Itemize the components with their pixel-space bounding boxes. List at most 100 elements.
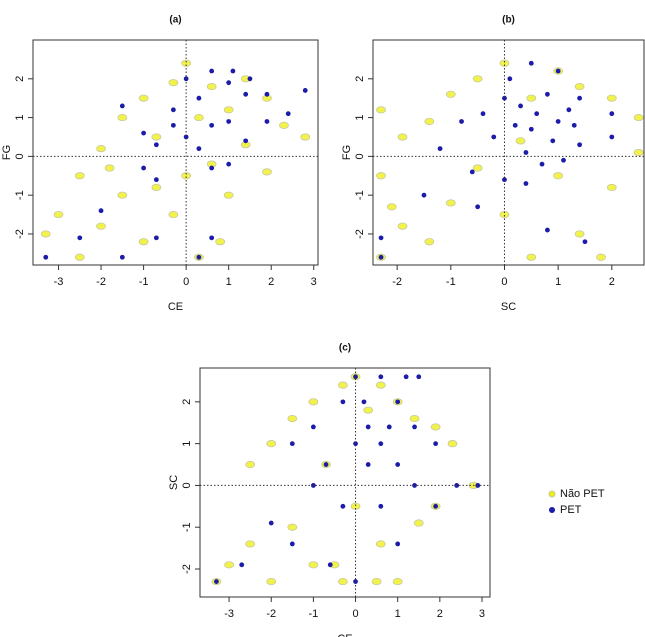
x-tick-label: 2 <box>609 276 615 288</box>
point <box>53 210 64 219</box>
point <box>534 111 540 117</box>
y-tick-label: 0 <box>354 153 366 159</box>
point <box>375 540 386 548</box>
point <box>196 146 202 152</box>
point <box>561 157 566 163</box>
y-axis-label: SC <box>168 475 180 490</box>
x-axis-label: CE <box>337 633 352 637</box>
point <box>302 88 308 93</box>
point <box>151 183 162 192</box>
point <box>555 119 561 124</box>
x-axis-label: SC <box>501 301 516 313</box>
point <box>507 76 513 82</box>
x-tick-label: -3 <box>54 276 64 288</box>
point <box>226 119 232 124</box>
point <box>323 462 329 467</box>
point <box>392 577 403 586</box>
point <box>226 80 232 86</box>
point <box>363 406 374 414</box>
point <box>424 117 435 126</box>
point <box>266 577 277 586</box>
point <box>96 222 106 230</box>
point <box>209 165 215 171</box>
point <box>214 579 219 584</box>
point <box>526 94 537 102</box>
point <box>119 254 125 260</box>
x-tick-label: -1 <box>308 608 318 620</box>
point <box>430 423 441 431</box>
point <box>553 172 564 180</box>
point <box>243 91 249 97</box>
point <box>502 95 507 101</box>
point <box>308 561 319 569</box>
point <box>378 254 384 260</box>
point <box>96 145 106 153</box>
point <box>475 204 481 210</box>
point <box>170 122 176 128</box>
point <box>223 106 234 114</box>
point <box>168 79 179 87</box>
point <box>74 253 85 261</box>
x-tick-label: 1 <box>395 608 401 620</box>
point <box>566 107 572 113</box>
x-tick-label: 0 <box>352 608 358 620</box>
point <box>289 441 295 447</box>
point <box>499 59 510 67</box>
plot-frame <box>372 39 645 266</box>
point <box>577 142 583 148</box>
point <box>43 254 49 260</box>
point <box>168 210 179 219</box>
chart-title: (c) <box>339 343 351 354</box>
y-tick-label: -2 <box>354 229 366 239</box>
point <box>403 374 409 380</box>
point <box>153 142 159 148</box>
y-tick-label: 1 <box>14 115 26 121</box>
x-tick-label: -1 <box>446 276 456 288</box>
x-tick-label: 1 <box>226 276 232 288</box>
point <box>196 95 202 101</box>
point <box>606 183 617 192</box>
point <box>239 562 245 568</box>
point <box>606 94 617 102</box>
point <box>550 138 556 144</box>
y-tick-label: 0 <box>181 482 193 488</box>
point <box>181 59 192 67</box>
point <box>247 76 253 82</box>
point <box>421 192 427 198</box>
point <box>209 122 215 128</box>
point <box>433 441 439 447</box>
point <box>523 150 529 155</box>
point <box>371 577 382 586</box>
point <box>245 460 256 469</box>
point <box>571 122 577 128</box>
point <box>397 133 408 141</box>
point <box>153 235 159 241</box>
point <box>378 235 384 241</box>
point <box>141 130 146 136</box>
point <box>409 414 420 423</box>
point <box>209 235 215 241</box>
y-tick-label: -2 <box>14 229 26 239</box>
point <box>633 148 644 157</box>
point <box>515 137 526 145</box>
point <box>472 75 483 83</box>
point <box>445 199 456 207</box>
point <box>193 113 204 122</box>
point <box>472 164 483 172</box>
y-tick-label: 2 <box>181 399 193 405</box>
point <box>223 191 234 199</box>
point <box>545 227 550 233</box>
point <box>245 540 256 548</box>
point <box>350 502 361 510</box>
point <box>327 562 333 568</box>
point <box>353 441 358 447</box>
point <box>170 107 176 113</box>
point <box>151 133 162 141</box>
point <box>141 165 146 171</box>
legend-label: Não PET <box>560 488 605 500</box>
point <box>77 235 83 241</box>
point <box>287 523 298 531</box>
point <box>512 122 518 128</box>
y-tick-label: -1 <box>181 522 193 532</box>
chart-title: (a) <box>169 15 181 26</box>
